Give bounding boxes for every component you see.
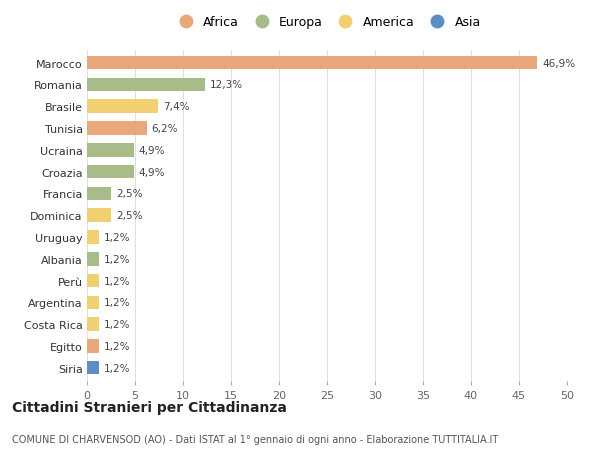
Text: 4,9%: 4,9% xyxy=(139,146,166,156)
Text: 1,2%: 1,2% xyxy=(103,363,130,373)
Bar xyxy=(87,122,146,135)
Bar xyxy=(87,100,158,114)
Bar xyxy=(87,340,98,353)
Bar xyxy=(87,318,98,331)
Text: 12,3%: 12,3% xyxy=(210,80,243,90)
Bar xyxy=(87,231,98,244)
Bar xyxy=(87,166,134,179)
Bar xyxy=(87,57,537,70)
Text: 1,2%: 1,2% xyxy=(103,319,130,330)
Bar xyxy=(87,361,98,375)
Bar xyxy=(87,274,98,288)
Bar xyxy=(87,209,111,223)
Bar xyxy=(87,78,205,92)
Text: 2,5%: 2,5% xyxy=(116,211,142,221)
Text: 4,9%: 4,9% xyxy=(139,167,166,177)
Bar xyxy=(87,296,98,309)
Text: 1,2%: 1,2% xyxy=(103,341,130,351)
Text: 1,2%: 1,2% xyxy=(103,254,130,264)
Text: 1,2%: 1,2% xyxy=(103,232,130,242)
Text: COMUNE DI CHARVENSOD (AO) - Dati ISTAT al 1° gennaio di ogni anno - Elaborazione: COMUNE DI CHARVENSOD (AO) - Dati ISTAT a… xyxy=(12,434,498,443)
Bar xyxy=(87,252,98,266)
Text: 1,2%: 1,2% xyxy=(103,276,130,286)
Text: 46,9%: 46,9% xyxy=(542,59,575,68)
Bar xyxy=(87,187,111,201)
Text: 2,5%: 2,5% xyxy=(116,189,142,199)
Text: 6,2%: 6,2% xyxy=(151,124,178,134)
Text: 1,2%: 1,2% xyxy=(103,298,130,308)
Legend: Africa, Europa, America, Asia: Africa, Europa, America, Asia xyxy=(170,14,484,32)
Text: Cittadini Stranieri per Cittadinanza: Cittadini Stranieri per Cittadinanza xyxy=(12,400,287,414)
Text: 7,4%: 7,4% xyxy=(163,102,190,112)
Bar xyxy=(87,144,134,157)
